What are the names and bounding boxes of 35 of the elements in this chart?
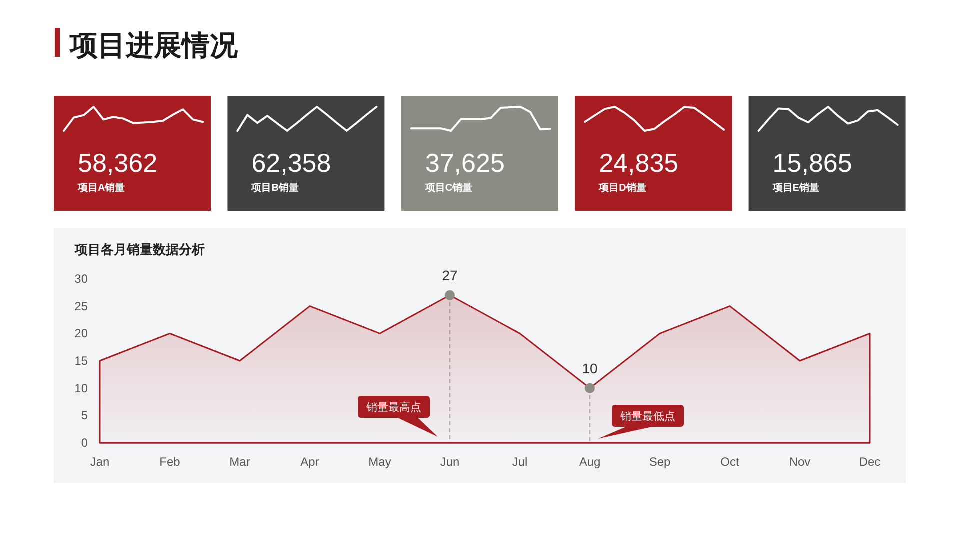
y-tick-label: 5 [81,408,88,423]
text: 项目C销量 [424,182,473,194]
text: 项目进展情况 [69,30,239,61]
x-tick-label: Aug [579,455,601,469]
y-tick-label: 30 [74,272,88,286]
text: 24,835 [599,148,679,178]
text: 项目B销量 [250,182,299,194]
annotation: 销量最高点 [366,401,422,414]
x-tick-label: Apr [300,455,320,469]
chart-title: 项目各月销量数据分析 [74,242,205,257]
annotation: 销量最低点 [620,410,676,423]
y-tick-label: 25 [74,299,88,314]
x-tick-label: Jul [512,455,528,469]
text: 37,625 [425,148,505,178]
x-tick-label: Jun [440,455,460,469]
text: 项目D销量 [598,182,646,194]
x-tick-label: Feb [160,455,181,469]
data-label: 10 [582,360,598,376]
y-tick-label: 10 [74,381,88,396]
y-tick-label: 0 [81,436,88,450]
data-label: 27 [442,267,458,284]
x-tick-label: Nov [789,455,811,469]
text: 15,865 [772,148,852,178]
text: 58,362 [78,148,158,178]
y-tick-label: 20 [74,326,88,341]
x-tick-label: Dec [859,455,881,469]
x-tick-label: Oct [720,455,740,469]
x-tick-label: Mar [230,455,250,469]
x-tick-label: May [368,455,392,469]
text: 项目E销量 [772,182,820,194]
text: 项目A销量 [77,182,126,194]
x-tick-label: Sep [649,455,671,469]
y-tick-label: 15 [74,354,88,368]
x-tick-label: Jan [90,455,110,469]
text: 62,358 [252,148,332,178]
